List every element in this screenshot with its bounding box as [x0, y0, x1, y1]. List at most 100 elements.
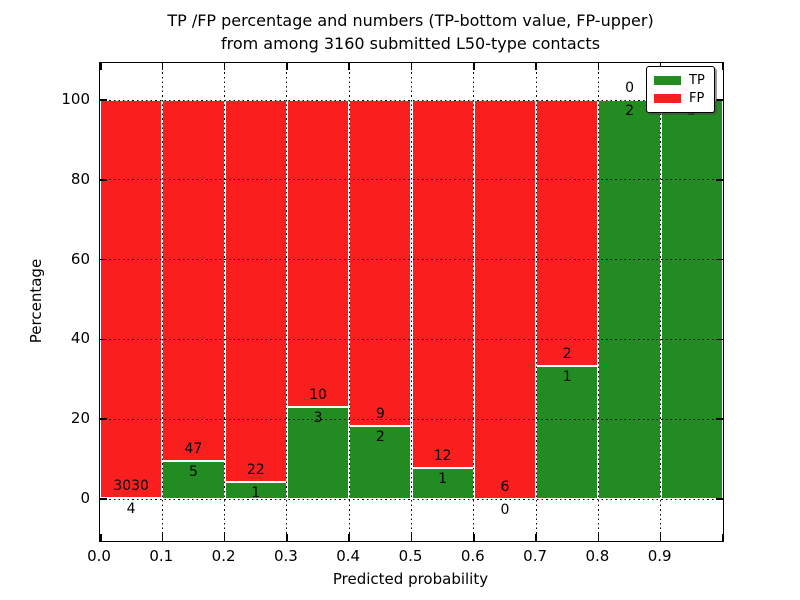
chart-title-line1: TP /FP percentage and numbers (TP-bottom… — [167, 11, 654, 30]
x-axis-tick — [721, 534, 723, 541]
tp-bar-segment — [598, 100, 661, 499]
fp-bar-segment — [473, 100, 537, 499]
x-axis-tick — [597, 534, 600, 541]
x-axis-tick — [410, 534, 413, 541]
x-axis-tick — [348, 534, 350, 541]
x-tick-label: 0.0 — [87, 547, 111, 565]
x-axis-tick — [535, 534, 537, 541]
vertical-gridline — [348, 63, 350, 541]
x-tick-label: 0.9 — [647, 547, 672, 565]
tp-count-label: 2 — [375, 429, 385, 446]
horizontal-gridline — [100, 99, 723, 101]
chart-title-line2: from among 3160 submitted L50-type conta… — [220, 34, 601, 53]
tp-count-label: 5 — [188, 463, 198, 480]
x-axis-tick-top — [410, 63, 413, 70]
horizontal-gridline — [100, 498, 723, 500]
vertical-gridline — [161, 63, 163, 541]
x-axis-tick-top — [535, 63, 537, 70]
fp-count-label: 47 — [184, 440, 203, 457]
tp-bar-segment — [286, 406, 350, 499]
x-tick-label: 0.2 — [211, 547, 236, 565]
y-axis-tick — [100, 99, 107, 101]
vertical-gridline — [597, 63, 599, 541]
y-axis-tick — [100, 418, 107, 420]
fp-count-label: 10 — [309, 386, 327, 403]
y-axis-tick-right — [716, 258, 723, 261]
fp-count-label: 9 — [375, 406, 385, 423]
vertical-gridline — [286, 63, 288, 541]
horizontal-gridline — [100, 259, 723, 261]
legend-entry-fp: FP — [647, 92, 714, 105]
vertical-gridline — [473, 63, 475, 541]
x-tick-label: 0.7 — [523, 547, 548, 565]
tp-bar-segment — [224, 481, 287, 499]
tp-count-label: 3 — [313, 409, 323, 426]
y-tick-label: 20 — [70, 409, 90, 428]
x-axis-tick — [659, 534, 662, 541]
y-axis-tick — [100, 179, 107, 181]
fp-bar-segment — [349, 100, 412, 427]
y-tick-label: 40 — [70, 329, 90, 348]
vertical-gridline — [411, 63, 412, 541]
x-tick-label: 0.8 — [585, 547, 610, 565]
tp-bar-segment — [411, 468, 474, 499]
x-tick-label: 0.1 — [149, 547, 174, 565]
legend-label-tp: TP — [689, 73, 705, 88]
y-axis-tick-right — [716, 338, 723, 341]
horizontal-gridline — [100, 179, 723, 181]
y-tick-label: 80 — [70, 169, 90, 188]
y-axis-tick — [100, 498, 107, 500]
legend: TP FP — [646, 66, 715, 113]
y-tick-label: 0 — [80, 489, 90, 507]
x-axis-tick-top — [100, 63, 102, 70]
fp-count-label: 3030 — [113, 478, 149, 495]
x-axis-tick — [161, 534, 164, 541]
fp-bar-segment — [411, 100, 474, 469]
tp-count-label: 4 — [126, 501, 136, 518]
x-axis-tick — [100, 534, 102, 541]
chart-title: TP /FP percentage and numbers (TP-bottom… — [99, 9, 722, 55]
y-axis-tick-right — [716, 99, 723, 101]
x-tick-label: 0.5 — [398, 547, 423, 565]
plot-area: 303044752211039212160210203 — [99, 62, 724, 542]
vertical-gridline — [535, 63, 537, 541]
tp-count-label: 1 — [562, 369, 572, 385]
x-axis-tick-top — [597, 63, 600, 70]
legend-label-fp: FP — [689, 91, 705, 106]
fp-count-label: 0 — [625, 80, 634, 96]
fp-count-label: 6 — [500, 479, 510, 495]
tp-bar-segment — [162, 460, 225, 499]
fp-count-label: 12 — [433, 448, 452, 465]
y-axis-label: Percentage — [27, 258, 45, 344]
tp-count-label: 2 — [625, 103, 634, 119]
x-axis-tick-top — [348, 63, 350, 70]
x-axis-tick — [223, 534, 226, 541]
x-axis-tick-top — [223, 63, 226, 70]
tp-count-label: 1 — [438, 471, 448, 488]
x-tick-label: 0.6 — [460, 547, 485, 565]
tp-bar-segment — [349, 426, 412, 499]
x-axis-tick — [286, 534, 288, 541]
y-axis-tick — [100, 338, 107, 341]
y-axis-tick-right — [716, 498, 723, 500]
x-axis-tick-top — [161, 63, 164, 70]
x-tick-label: 0.3 — [273, 547, 298, 565]
vertical-gridline — [660, 63, 662, 541]
y-tick-label: 100 — [61, 90, 90, 108]
vertical-gridline — [224, 63, 226, 541]
tp-bar-segment — [660, 100, 723, 499]
fp-bar-segment — [162, 100, 225, 461]
y-tick-label: 60 — [70, 249, 90, 268]
x-axis-tick-top — [286, 63, 288, 70]
tp-count-label: 0 — [500, 502, 510, 518]
x-axis-label: Predicted probability — [332, 570, 489, 588]
tp-count-label: 1 — [251, 484, 261, 501]
y-axis-tick-right — [716, 179, 723, 181]
x-axis-tick-top — [721, 63, 723, 70]
legend-entry-tp: TP — [647, 74, 714, 87]
tp-color-swatch — [654, 76, 681, 85]
fp-count-label: 2 — [562, 346, 572, 362]
tp-bar-segment — [536, 366, 599, 499]
x-axis-tick — [473, 534, 475, 541]
